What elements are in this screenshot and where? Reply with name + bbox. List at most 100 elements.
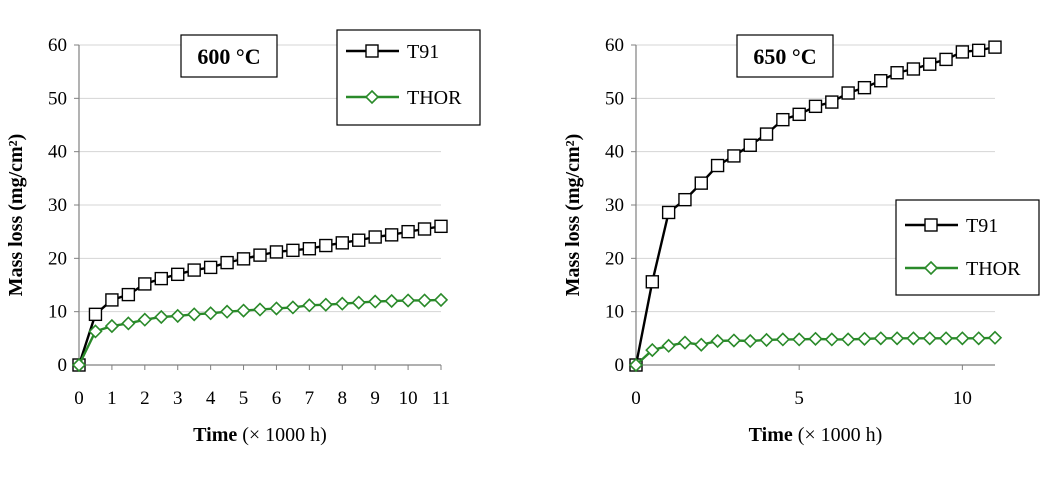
data-point-thor	[759, 332, 774, 348]
data-point-thor	[269, 301, 284, 316]
legend-marker-t91	[924, 218, 938, 232]
y-tick-label: 30	[605, 195, 624, 216]
series-thor	[628, 330, 1003, 373]
chart-2: 0 10 20 30 40 50 60 0 5 10 Time (× 1000 h) Mass los…	[562, 34, 1040, 446]
data-point-t91	[661, 205, 676, 220]
data-point-thor	[236, 303, 251, 318]
data-point-thor	[433, 292, 449, 308]
data-point-thor	[628, 357, 644, 373]
x-tick-label: 4	[206, 388, 216, 409]
data-point-t91	[971, 43, 986, 58]
data-point-t91	[384, 228, 399, 242]
x-tick-label: 0	[631, 388, 641, 409]
data-point-thor	[170, 308, 185, 324]
data-point-thor	[88, 324, 103, 339]
data-point-t91	[776, 112, 790, 127]
data-point-thor	[71, 357, 87, 373]
y-tick-label: 30	[48, 195, 67, 216]
data-point-t91	[319, 238, 333, 253]
legend-box	[336, 29, 481, 126]
legend-marker-thor	[364, 89, 380, 105]
data-point-t91	[154, 271, 168, 286]
data-point-thor	[841, 332, 856, 347]
chart-1: 0 10 20 30 40 50 60 0 1 2 3 4 5 6 7 8 9 10 11 Time (× 1000 …	[5, 29, 481, 446]
x-tick-label: 7	[305, 388, 315, 409]
data-point-t91	[253, 248, 267, 262]
data-point-t91	[203, 260, 218, 275]
x-tick-label: 1	[107, 388, 117, 409]
data-point-t91	[857, 80, 872, 95]
y-tick-label: 50	[48, 88, 67, 109]
data-point-thor	[857, 331, 872, 346]
data-point-t91	[988, 40, 1002, 54]
data-point-thor	[368, 294, 383, 309]
x-tick-label: 9	[370, 388, 380, 409]
data-point-thor	[873, 331, 888, 346]
y-tick-label: 60	[48, 35, 67, 56]
data-point-t91	[352, 233, 366, 247]
y-axis-title: Mass loss (mg/cm²)	[562, 134, 584, 297]
data-point-t91	[105, 293, 119, 307]
data-point-thor	[677, 335, 693, 350]
temperature-label: 650 °C	[753, 44, 816, 69]
data-point-thor	[335, 296, 350, 311]
x-tick-label: 0	[74, 388, 84, 409]
temperature-box	[736, 34, 834, 78]
data-point-thor	[808, 331, 823, 346]
y-tick-label: 10	[605, 302, 624, 323]
data-point-thor	[775, 332, 790, 347]
data-point-t91	[171, 267, 185, 282]
data-point-thor	[252, 302, 268, 317]
data-point-t91	[368, 230, 382, 244]
data-point-t91	[710, 158, 725, 173]
data-point-thor	[351, 295, 366, 310]
data-point-thor	[104, 318, 120, 334]
data-point-t91	[220, 255, 234, 270]
y-tick-label: 60	[605, 35, 624, 56]
data-point-t91	[906, 62, 921, 76]
data-point-t91	[236, 252, 251, 266]
legend: T91 THOR	[895, 199, 1040, 296]
data-point-t91	[825, 95, 839, 109]
x-tick-label: 2	[140, 388, 150, 409]
temperature-box	[180, 34, 278, 78]
data-point-thor	[971, 331, 986, 346]
data-point-t91	[417, 222, 432, 236]
data-point-thor	[417, 293, 432, 308]
x-tick-label: 5	[239, 388, 249, 409]
y-tick-label: 0	[615, 355, 625, 376]
data-point-t91	[923, 57, 937, 71]
data-point-t91	[808, 99, 823, 114]
data-point-thor	[285, 300, 301, 315]
x-tick-label: 3	[173, 388, 183, 409]
legend: T91 THOR	[336, 29, 481, 126]
data-point-t91	[286, 243, 300, 258]
data-point-t91	[743, 138, 757, 152]
x-tick-label: 10	[399, 388, 418, 409]
series-t91	[72, 219, 448, 372]
temperature-label: 600 °C	[197, 44, 260, 69]
data-point-t91	[187, 263, 201, 277]
y-tick-label: 50	[605, 88, 624, 109]
data-point-t91	[401, 224, 415, 239]
y-tick-label: 40	[605, 142, 624, 163]
y-tick-label: 20	[605, 248, 624, 269]
legend-marker-t91	[365, 44, 379, 58]
data-point-thor	[318, 297, 333, 312]
x-tick-label: 6	[272, 388, 282, 409]
x-axis-title: Time (× 1000 h)	[749, 424, 883, 446]
data-point-t91	[121, 287, 136, 302]
y-tick-label: 20	[48, 248, 67, 269]
data-point-t91	[759, 127, 774, 141]
data-point-thor	[792, 332, 807, 347]
data-point-thor	[302, 298, 317, 313]
data-point-thor	[187, 307, 202, 322]
data-point-thor	[987, 330, 1003, 345]
data-point-thor	[824, 332, 839, 347]
data-point-thor	[694, 337, 709, 352]
data-point-t91	[694, 176, 708, 190]
x-tick-label: 8	[338, 388, 348, 409]
data-point-thor	[743, 333, 758, 349]
data-point-t91	[645, 275, 660, 289]
